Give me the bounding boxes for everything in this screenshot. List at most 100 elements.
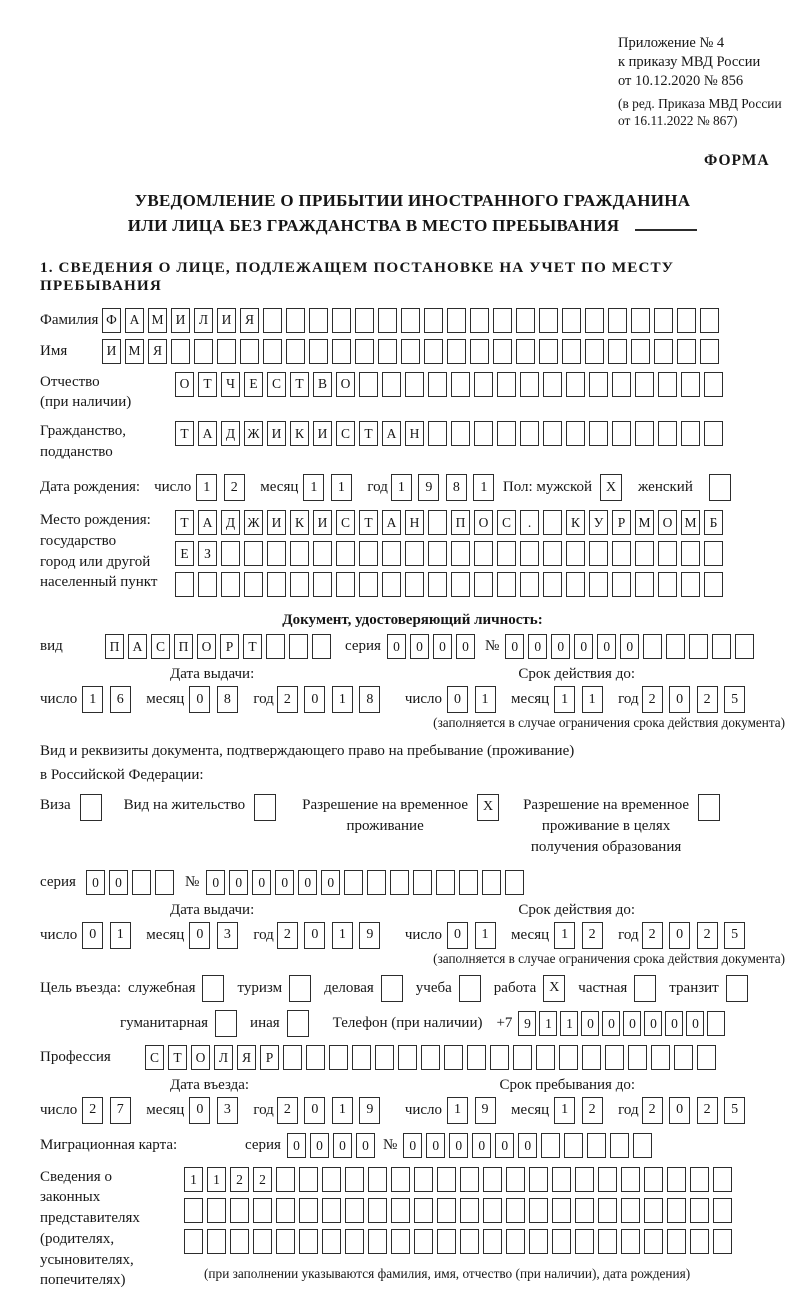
char-cell <box>428 510 447 536</box>
char-cell <box>628 1044 647 1070</box>
edition-line-1: (в ред. Приказа МВД России <box>618 95 782 111</box>
char-cell: М <box>148 307 167 333</box>
purpose-study-label: учеба <box>415 979 452 996</box>
char-cell <box>497 371 516 397</box>
char-cell <box>505 869 525 895</box>
char-cell <box>447 338 466 364</box>
residence-doc-line1: Вид и реквизиты документа, подтверждающе… <box>40 743 575 760</box>
char-cell <box>299 1197 318 1223</box>
char-cell: 2 <box>276 1096 298 1124</box>
char-cell <box>713 1197 732 1223</box>
char-cell <box>313 572 332 598</box>
char-cell: С <box>151 634 170 660</box>
char-cell <box>451 572 470 598</box>
char-cell <box>562 307 581 333</box>
char-cell: К <box>290 420 309 446</box>
char-cell <box>704 572 723 598</box>
char-cell <box>621 1197 640 1223</box>
char-cell: 0 <box>386 634 406 660</box>
month-word: месяц <box>511 1101 550 1118</box>
char-cell: З <box>198 541 217 567</box>
char-cell: 0 <box>495 1132 515 1158</box>
char-cell: 0 <box>432 634 452 660</box>
char-cell <box>414 1166 433 1192</box>
char-cell <box>344 869 364 895</box>
char-cell <box>447 307 466 333</box>
char-cell <box>286 1009 309 1037</box>
char-cell <box>355 307 374 333</box>
char-cell <box>263 307 282 333</box>
char-cell <box>345 1166 364 1192</box>
char-cell: 2 <box>581 1096 603 1124</box>
purpose-official: служебная <box>128 974 225 1002</box>
char-cell <box>391 1228 410 1254</box>
birth-date-label: Дата рождения: <box>40 479 141 496</box>
char-cell: П <box>451 510 470 536</box>
doc-kind-label: вид <box>40 638 63 655</box>
char-cell <box>520 541 539 567</box>
char-cell: 1 <box>581 686 603 714</box>
char-cell <box>643 634 663 660</box>
char-cell: 1 <box>473 474 495 502</box>
char-cell: 0 <box>620 634 640 660</box>
year-word: год <box>618 926 639 943</box>
char-cell: 0 <box>252 869 272 895</box>
char-cell <box>424 338 443 364</box>
representatives-footnote: (при заполнении указываются фамилия, имя… <box>204 1265 691 1281</box>
char-cell <box>332 338 351 364</box>
char-cell: И <box>313 510 332 536</box>
sex-male-label: Пол: мужской <box>502 479 593 496</box>
char-cell <box>470 307 489 333</box>
char-cell: Т <box>290 371 309 397</box>
char-cell: 0 <box>275 869 295 895</box>
char-cell: 0 <box>298 869 318 895</box>
char-cell: Т <box>359 510 378 536</box>
char-cell: 0 <box>403 1132 423 1158</box>
char-cell: 0 <box>669 921 691 949</box>
char-cell <box>451 371 470 397</box>
char-cell: К <box>290 510 309 536</box>
option-residence-permit: Вид на жительство <box>124 793 277 821</box>
doc-number-label: № <box>484 638 500 655</box>
char-cell <box>677 307 696 333</box>
char-cell <box>713 1228 732 1254</box>
char-cell: 0 <box>304 921 326 949</box>
char-cell <box>690 1166 709 1192</box>
char-cell <box>681 371 700 397</box>
char-cell <box>681 420 700 446</box>
option-temp-residence-education-label: Разрешение на временное проживание в цел… <box>523 796 690 855</box>
char-cell <box>474 420 493 446</box>
purpose-humanitarian-label: гуманитарная <box>120 1014 209 1031</box>
char-cell <box>184 1228 203 1254</box>
char-cell: 0 <box>574 634 594 660</box>
char-cell: 0 <box>518 1132 538 1158</box>
char-cell <box>658 572 677 598</box>
char-cell <box>674 1044 693 1070</box>
year-word: год <box>253 926 274 943</box>
form-title-line2-wrap: ИЛИ ЛИЦА БЕЗ ГРАЖДАНСТВА В МЕСТО ПРЕБЫВА… <box>40 213 785 239</box>
char-cell: 8 <box>359 686 381 714</box>
char-cell: И <box>217 307 236 333</box>
char-cell <box>391 1197 410 1223</box>
char-cell: 1 <box>331 921 353 949</box>
char-cell <box>382 541 401 567</box>
char-cell <box>253 1197 272 1223</box>
char-cell: Т <box>359 420 378 446</box>
year-word: год <box>618 691 639 708</box>
purpose-work: работа X <box>494 974 566 1002</box>
char-cell: Я <box>148 338 167 364</box>
edition-line-2: от 16.11.2022 № 867) <box>618 112 738 128</box>
char-cell <box>610 1132 630 1158</box>
char-cell <box>704 420 723 446</box>
char-cell: Л <box>214 1044 233 1070</box>
char-cell: С <box>497 510 516 536</box>
char-cell: И <box>313 420 332 446</box>
char-cell <box>635 420 654 446</box>
res-number-label: № <box>184 873 200 890</box>
char-cell <box>566 572 585 598</box>
